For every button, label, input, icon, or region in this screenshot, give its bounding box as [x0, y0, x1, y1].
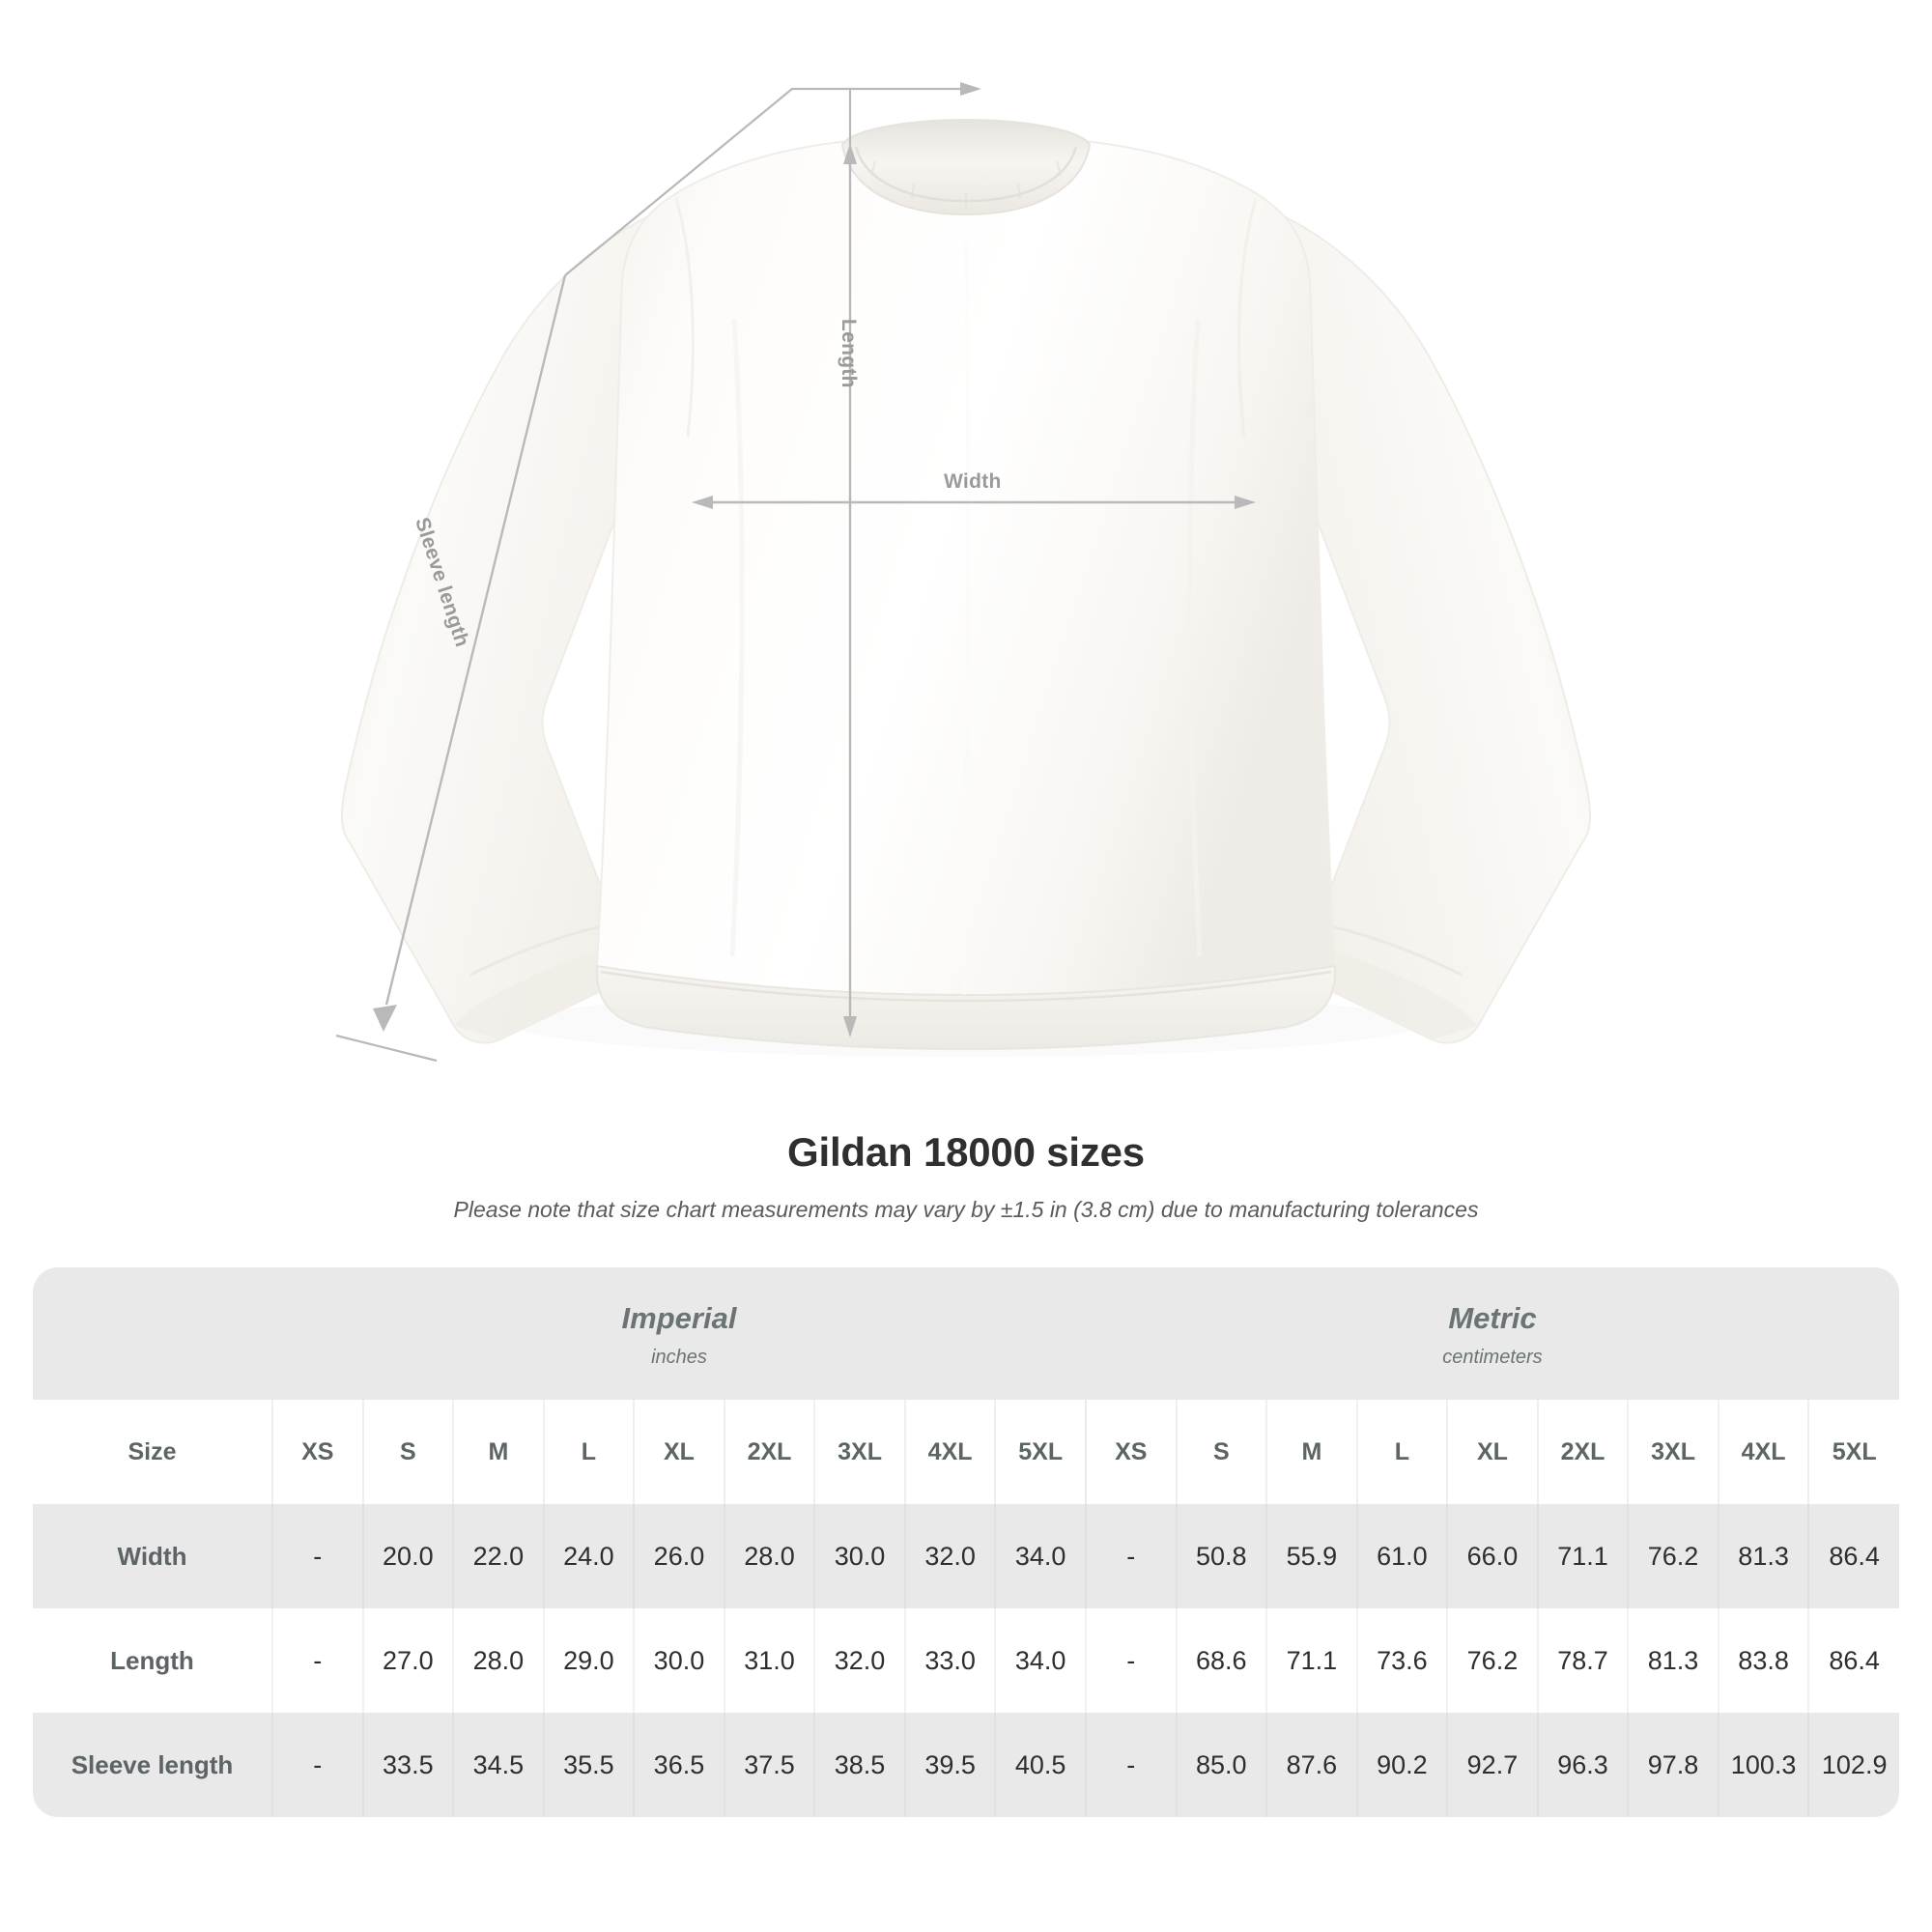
size-header-cell: XS [271, 1400, 363, 1505]
size-header-cell: 4XL [1717, 1400, 1809, 1505]
measurement-cell: 87.6 [1265, 1713, 1357, 1818]
unit-system-header-row: Imperial inches Metric centimeters [33, 1267, 1899, 1401]
measurement-cell: 86.4 [1807, 1608, 1899, 1714]
size-header-cell: S [1175, 1400, 1267, 1505]
annotation-length: Length [838, 319, 860, 388]
garment-illustration: Length Width Sleeve length [335, 82, 1592, 1063]
measurement-cell: 22.0 [452, 1504, 544, 1609]
size-header-cell: XL [1446, 1400, 1538, 1505]
size-header-cell: 3XL [1627, 1400, 1719, 1505]
measurement-cell: 34.0 [994, 1608, 1086, 1714]
size-header-cell: 3XL [813, 1400, 905, 1505]
measurement-cell: - [1084, 1504, 1177, 1609]
unit-system-name: Metric [1448, 1301, 1537, 1336]
measurement-cell: 40.5 [994, 1713, 1086, 1818]
size-header-row: Size XS S M L XL 2XL 3XL 4XL 5XL XS S M L XL 2XL 3XL 4XL 5… [33, 1400, 1899, 1505]
size-header-cell: 2XL [723, 1400, 815, 1505]
size-chart-table: Imperial inches Metric centimeters Size XS S M L… [33, 1267, 1899, 1818]
measurement-cell: 90.2 [1355, 1713, 1448, 1818]
measurement-cell: 96.3 [1536, 1713, 1629, 1818]
sweatshirt-diagram [335, 82, 1592, 1063]
measurement-cell: - [271, 1504, 363, 1609]
measurement-cell: 24.0 [542, 1504, 635, 1609]
unit-system-unit: inches [651, 1347, 707, 1369]
measurement-cell: 81.3 [1627, 1608, 1719, 1714]
measurement-cell: 66.0 [1446, 1504, 1538, 1609]
measurement-cell: - [271, 1713, 363, 1818]
measurement-cell: 36.5 [633, 1713, 724, 1818]
size-header-cell: M [1265, 1400, 1357, 1505]
annotation-width: Width [944, 470, 1002, 493]
measurement-cell: 30.0 [633, 1608, 724, 1714]
measurement-cell: 34.0 [994, 1504, 1086, 1609]
measurement-row-label: Length [33, 1608, 272, 1714]
size-column-header: Size [33, 1400, 272, 1505]
measurement-cell: 71.1 [1265, 1608, 1357, 1714]
measurement-cell: 102.9 [1807, 1713, 1899, 1818]
measurement-cell: 76.2 [1446, 1608, 1538, 1714]
measurement-cell: 81.3 [1717, 1504, 1809, 1609]
measurement-cell: 78.7 [1536, 1608, 1629, 1714]
measurement-cell: 34.5 [452, 1713, 544, 1818]
measurement-cell: 33.0 [903, 1608, 996, 1714]
measurement-cell: 35.5 [542, 1713, 635, 1818]
size-header-cell: L [542, 1400, 635, 1505]
measurement-cell: 32.0 [903, 1504, 996, 1609]
measurement-cell: 92.7 [1446, 1713, 1538, 1818]
size-header-cell: 4XL [903, 1400, 996, 1505]
measurement-cell: 37.5 [723, 1713, 815, 1818]
measurement-cell: 83.8 [1717, 1608, 1809, 1714]
size-header-cell: M [452, 1400, 544, 1505]
title-block: Gildan 18000 sizes Please note that size… [0, 1121, 1932, 1225]
size-header-cell: XL [633, 1400, 724, 1505]
measurement-cell: 39.5 [903, 1713, 996, 1818]
size-header-cell: L [1355, 1400, 1448, 1505]
size-header-cell: 2XL [1536, 1400, 1629, 1505]
measurement-cell: 100.3 [1717, 1713, 1809, 1818]
table-row: Width -20.0 22.0 24.0 26.0 28.0 30.0 32.0 34.0-5… [33, 1504, 1899, 1609]
measurement-cell: 97.8 [1627, 1713, 1719, 1818]
measurement-row-label: Sleeve length [33, 1713, 272, 1818]
measurement-cell: 55.9 [1265, 1504, 1357, 1609]
unit-system-unit: centimeters [1442, 1347, 1543, 1369]
measurement-cell: 27.0 [361, 1608, 454, 1714]
measurement-cell: 85.0 [1175, 1713, 1267, 1818]
measurement-cell: 20.0 [361, 1504, 454, 1609]
unit-system-header-imperial: Imperial inches [272, 1267, 1086, 1401]
measurement-cell: 73.6 [1355, 1608, 1448, 1714]
measurement-cell: - [271, 1608, 363, 1714]
measurement-cell: 28.0 [452, 1608, 544, 1714]
measurement-cell: 29.0 [542, 1608, 635, 1714]
measurement-cell: 28.0 [723, 1504, 815, 1609]
measurement-cell: 31.0 [723, 1608, 815, 1714]
measurement-row-label: Width [33, 1504, 272, 1609]
measurement-cell: 33.5 [361, 1713, 454, 1818]
measurement-cell: 71.1 [1536, 1504, 1629, 1609]
measurement-cell: - [1084, 1713, 1177, 1818]
table-row: Sleeve length -33.5 34.5 35.5 36.5 37.5 38.5 39… [33, 1713, 1899, 1818]
size-header-cell: XS [1084, 1400, 1177, 1505]
measurement-cell: 76.2 [1627, 1504, 1719, 1609]
tolerance-note: Please note that size chart measurements… [453, 1197, 1479, 1223]
size-header-cell: 5XL [994, 1400, 1086, 1505]
unit-header-spacer [33, 1267, 272, 1401]
measurement-cell: 32.0 [813, 1608, 905, 1714]
measurement-cell: 38.5 [813, 1713, 905, 1818]
unit-system-header-metric: Metric centimeters [1085, 1267, 1899, 1401]
measurement-cell: - [1084, 1608, 1177, 1714]
measurement-cell: 61.0 [1355, 1504, 1448, 1609]
measurement-cell: 30.0 [813, 1504, 905, 1609]
size-chart-table-wrapper: Imperial inches Metric centimeters Size XS S M L… [33, 1267, 1899, 1818]
size-header-cell: S [361, 1400, 454, 1505]
table-row: Length -27.0 28.0 29.0 30.0 31.0 32.0 33.0 34.0-… [33, 1608, 1899, 1714]
page-title: Gildan 18000 sizes [787, 1129, 1145, 1175]
measurement-cell: 68.6 [1175, 1608, 1267, 1714]
measurement-cell: 26.0 [633, 1504, 724, 1609]
size-header-cell: 5XL [1807, 1400, 1899, 1505]
measurement-cell: 50.8 [1175, 1504, 1267, 1609]
measurement-cell: 86.4 [1807, 1504, 1899, 1609]
unit-system-name: Imperial [621, 1301, 737, 1336]
